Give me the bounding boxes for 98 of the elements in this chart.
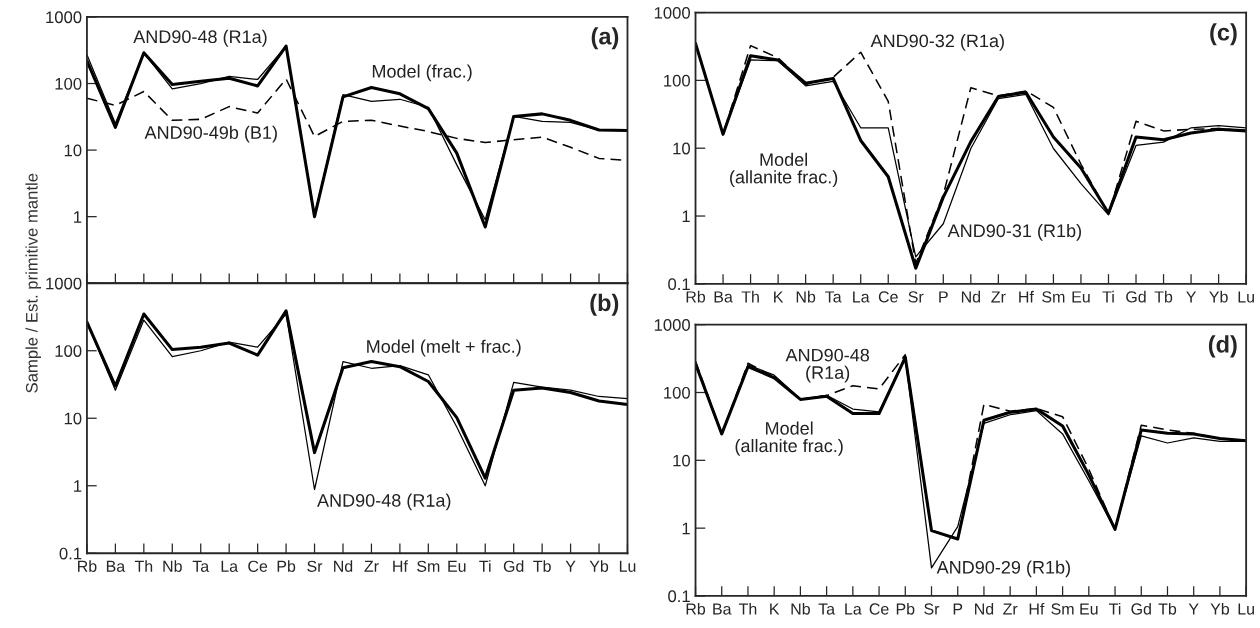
x-tick-label: Tb	[1154, 290, 1173, 303]
x-tick-label: Zr	[1003, 603, 1018, 615]
x-tick-label: Sm	[1042, 291, 1065, 303]
x-tick-label: Nd	[334, 560, 353, 572]
y-tick-label: 100	[55, 345, 82, 357]
y-tick-label: 0.1	[668, 278, 690, 291]
x-tick-label: Sm	[417, 560, 440, 572]
x-tick-label: Rb	[686, 290, 706, 303]
x-tick-label: Ce	[869, 603, 889, 615]
x-tick-label: Rb	[686, 602, 706, 615]
series-label: AND90-49b (B1)	[144, 125, 277, 143]
x-tick-label: Tb	[1158, 602, 1177, 615]
series-label: AND90-48 (R1a)	[133, 29, 267, 47]
x-tick-label: Ta	[192, 560, 210, 572]
x-tick-label: Ce	[878, 291, 898, 303]
x-tick-label: Lu	[1238, 603, 1254, 615]
y-tick-label: 10	[673, 142, 691, 155]
x-tick-label: K	[774, 291, 784, 303]
series-label: Model (allanite frac.)	[735, 421, 843, 456]
x-tick-label: La	[853, 291, 870, 303]
x-tick-label: La	[845, 603, 862, 615]
x-tick-label: Eu	[1080, 603, 1098, 615]
x-tick-label: Y	[1188, 603, 1199, 615]
y-tick-label: 0.1	[668, 590, 690, 603]
x-tick-label: Pb	[277, 560, 296, 572]
x-tick-label: Lu	[1238, 291, 1254, 303]
x-tick-label: Nb	[796, 290, 816, 303]
series-label: Model (frac.)	[372, 64, 472, 82]
series-label: AND90-31 (R1b)	[947, 223, 1081, 241]
series-label: Model (melt + frac.)	[367, 339, 521, 357]
annotation: (d)	[1208, 335, 1237, 358]
x-tick-label: Sr	[307, 560, 323, 572]
x-tick-label: Yb	[589, 560, 609, 572]
x-tick-label: K	[770, 603, 780, 615]
x-tick-label: Ta	[818, 603, 836, 615]
y-tick-label: 1000	[46, 277, 82, 290]
x-tick-label: Ti	[1102, 290, 1114, 303]
y-tick-label: 10	[673, 454, 691, 467]
y-tick-label: 1000	[46, 11, 82, 24]
y-tick-label: 100	[55, 77, 82, 90]
x-tick-label: Nb	[163, 560, 182, 572]
x-tick-label: Nd	[961, 290, 981, 303]
y-tick-label: 1000	[654, 319, 691, 331]
x-tick-label: Ce	[248, 560, 268, 572]
x-tick-label: Gd	[503, 560, 524, 572]
x-tick-label: Yb	[1210, 602, 1230, 615]
x-tick-label: Ba	[714, 291, 733, 303]
x-tick-label: Y	[565, 560, 576, 572]
series-label: Model (allanite frac.)	[730, 152, 838, 188]
x-tick-label: Ba	[713, 603, 732, 615]
x-tick-label: La	[221, 560, 239, 572]
y-tick-label: 1	[74, 480, 82, 492]
x-tick-label: Hf	[1029, 602, 1045, 615]
x-tick-label: Sm	[1051, 603, 1074, 615]
y-tick-label: 100	[664, 74, 691, 87]
series-label: AND90-32 (R1a)	[870, 33, 1004, 51]
x-tick-label: Lu	[619, 560, 636, 572]
x-tick-label: Th	[134, 560, 153, 572]
x-tick-label: Hf	[1019, 290, 1034, 303]
y-tick-label: 0.1	[59, 547, 82, 560]
y-tick-label: 1	[682, 210, 690, 223]
x-tick-label: Th	[739, 602, 757, 615]
y-tick-label: 1000	[654, 6, 691, 19]
x-tick-label: Nd	[975, 602, 994, 615]
series-label: AND90-48 (R1a)	[317, 493, 451, 511]
y-tick-label: 10	[64, 144, 82, 157]
y-tick-label: 1	[682, 522, 690, 535]
annotation: (c)	[1210, 23, 1237, 46]
x-tick-label: Ti	[479, 560, 491, 572]
x-tick-label: Eu	[1072, 291, 1090, 303]
series-label: AND90-29 (R1b)	[936, 560, 1070, 578]
x-tick-label: Ta	[825, 291, 842, 303]
x-tick-label: Tb	[533, 560, 551, 572]
y-tick-label: 1	[74, 211, 82, 223]
annotation: (b)	[590, 293, 619, 316]
x-tick-label: Rb	[78, 560, 97, 572]
annotation: (a)	[591, 27, 619, 50]
x-tick-label: Ba	[106, 560, 126, 572]
y-tick-label: 100	[664, 386, 691, 399]
x-tick-label: Sr	[924, 603, 940, 615]
x-tick-label: Hf	[393, 560, 408, 572]
x-tick-label: Y	[1186, 291, 1197, 303]
x-tick-label: Gd	[1126, 290, 1146, 303]
series-label: AND90-48 (R1a)	[785, 348, 870, 383]
x-tick-label: Eu	[448, 560, 466, 572]
x-tick-label: Sr	[908, 291, 924, 303]
y-axis-title: Sample / Est. primitive mantle	[25, 173, 41, 393]
x-tick-label: Gd	[1131, 602, 1151, 615]
x-tick-label: Ti	[1109, 602, 1121, 615]
x-tick-label: P	[953, 603, 963, 615]
x-tick-label: Nb	[791, 602, 810, 615]
x-tick-label: Pb	[896, 602, 915, 615]
x-tick-label: Yb	[1209, 290, 1228, 303]
x-tick-label: P	[939, 291, 948, 303]
y-tick-label: 10	[64, 412, 82, 425]
x-tick-label: Zr	[991, 291, 1006, 303]
x-tick-label: Th	[741, 290, 759, 303]
x-tick-label: Zr	[364, 560, 379, 572]
